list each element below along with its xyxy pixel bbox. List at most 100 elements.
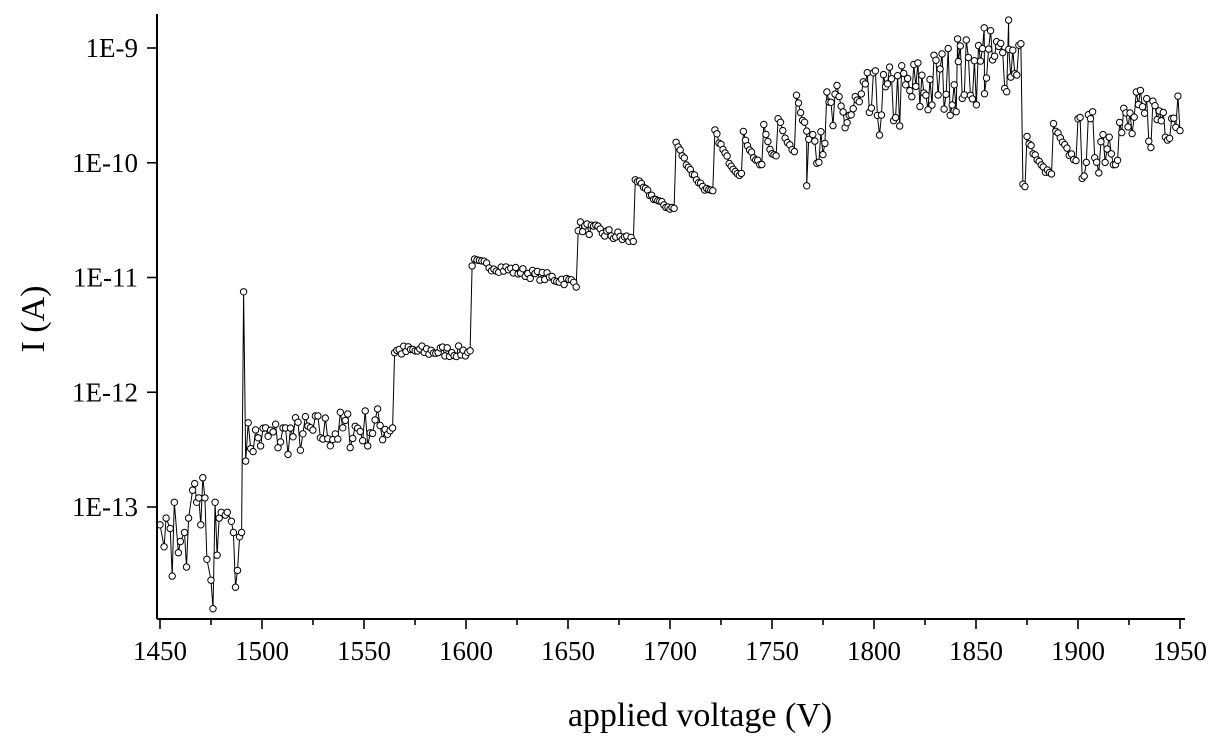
- data-point: [376, 421, 384, 430]
- data-point: [237, 528, 246, 537]
- data-point: [341, 416, 349, 425]
- data-point: [168, 572, 176, 580]
- data-point: [891, 113, 900, 122]
- data-point: [1023, 132, 1031, 141]
- data-point: [1003, 88, 1011, 96]
- data-point: [264, 432, 272, 440]
- data-point: [942, 90, 950, 99]
- data-point: [1063, 144, 1071, 152]
- data-point: [1170, 114, 1178, 122]
- data-point: [301, 412, 310, 421]
- data-point: [271, 420, 280, 428]
- data-point: [1093, 158, 1101, 166]
- data-point: [794, 99, 803, 107]
- data-point: [368, 429, 377, 438]
- data-point: [299, 430, 307, 438]
- data-point: [1099, 130, 1107, 139]
- data-point: [191, 479, 199, 488]
- data-point: [948, 101, 956, 109]
- data-point: [526, 274, 534, 283]
- data-point: [1082, 158, 1091, 167]
- data-point: [359, 437, 367, 445]
- data-point: [772, 152, 780, 160]
- x-tick-label: 1500: [235, 636, 289, 666]
- data-point: [585, 230, 593, 239]
- data-point: [964, 53, 973, 62]
- data-point: [321, 414, 329, 422]
- data-point: [713, 130, 721, 138]
- data-point: [1027, 141, 1035, 150]
- data-point: [373, 405, 382, 413]
- data-point: [209, 605, 217, 613]
- data-point: [968, 95, 977, 103]
- data-point: [912, 82, 920, 91]
- data-point: [999, 48, 1007, 57]
- data-point: [984, 45, 993, 53]
- data-point: [861, 80, 869, 88]
- data-point: [950, 81, 958, 89]
- data-point: [629, 237, 637, 246]
- data-point: [879, 70, 888, 79]
- data-point: [827, 98, 835, 107]
- data-point: [926, 75, 934, 84]
- data-point: [936, 65, 944, 73]
- data-point: [839, 108, 847, 116]
- data-point: [1047, 170, 1056, 178]
- data-point: [276, 438, 285, 446]
- data-point: [336, 408, 344, 416]
- y-tick-label: 1E-13: [72, 492, 138, 522]
- data-point: [918, 71, 926, 79]
- series-line: [159, 20, 1181, 609]
- data-point: [1013, 71, 1021, 79]
- data-point: [1080, 172, 1088, 180]
- data-point: [1105, 133, 1113, 141]
- data-point: [519, 265, 527, 273]
- data-point: [1118, 128, 1126, 137]
- data-point: [1004, 16, 1013, 24]
- data-point: [762, 130, 770, 139]
- data-point: [924, 106, 932, 114]
- data-point: [356, 427, 364, 436]
- data-point: [764, 137, 772, 146]
- data-point: [847, 111, 855, 119]
- data-point: [887, 75, 896, 83]
- data-point: [982, 74, 991, 82]
- data-point: [1143, 94, 1151, 103]
- data-point: [1151, 102, 1159, 110]
- data-point: [1103, 145, 1111, 153]
- data-point: [314, 412, 322, 420]
- data-point: [197, 521, 205, 529]
- data-point: [835, 92, 843, 101]
- data-point: [605, 226, 613, 234]
- x-tick-label: 1850: [949, 636, 1003, 666]
- data-point: [249, 447, 257, 456]
- data-point: [737, 169, 746, 178]
- data-point: [294, 418, 302, 426]
- data-point: [269, 428, 277, 436]
- data-point: [829, 121, 837, 130]
- data-point: [817, 128, 825, 136]
- y-tick-label: 1E-12: [72, 377, 138, 407]
- data-point: [986, 27, 995, 35]
- data-point: [231, 583, 240, 591]
- data-point: [339, 424, 347, 432]
- x-tick-label: 1950: [1153, 636, 1207, 666]
- data-point: [443, 344, 451, 352]
- data-point: [893, 72, 902, 80]
- data-point: [914, 59, 922, 67]
- data-point: [174, 549, 183, 557]
- series-group: [156, 16, 1184, 613]
- data-point: [1086, 115, 1095, 123]
- data-point: [180, 528, 189, 537]
- x-axis-title: applied voltage (V): [568, 697, 832, 734]
- data-point: [334, 435, 342, 443]
- data-point: [199, 474, 207, 482]
- data-point: [934, 91, 942, 99]
- data-point: [201, 494, 209, 502]
- data-point: [819, 150, 827, 159]
- data-point: [800, 118, 809, 126]
- data-point: [182, 563, 191, 571]
- data-point: [1115, 118, 1124, 127]
- data-point: [906, 86, 914, 95]
